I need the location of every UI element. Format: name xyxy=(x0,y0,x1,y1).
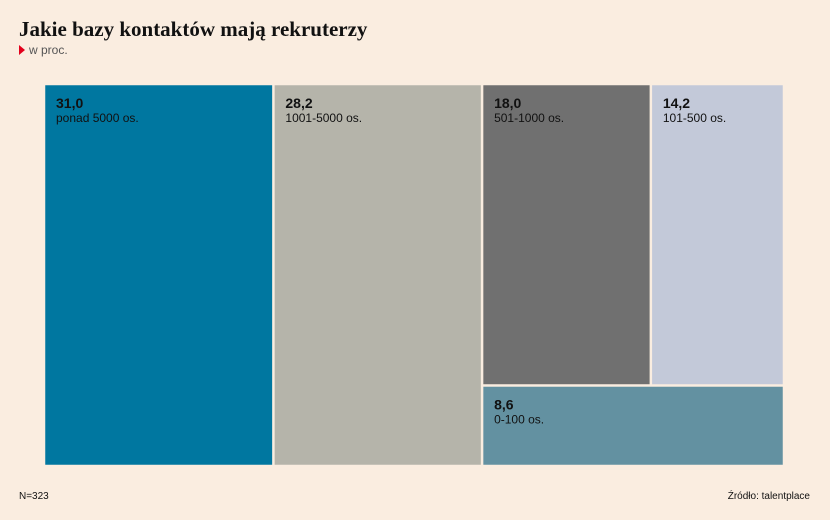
category-label: 501-1000 os. xyxy=(494,111,564,125)
note: N=323 xyxy=(19,491,49,502)
category-label: 1001-5000 os. xyxy=(285,111,362,125)
tile xyxy=(274,85,481,465)
value-label: 31,0 xyxy=(56,95,83,111)
category-label: 0-100 os. xyxy=(494,412,544,426)
chart-subtitle: w proc. xyxy=(28,43,68,57)
value-label: 8,6 xyxy=(494,396,514,412)
category-label: 101-500 os. xyxy=(663,111,726,125)
value-label: 28,2 xyxy=(285,95,312,111)
value-label: 14,2 xyxy=(663,95,690,111)
subtitle-marker xyxy=(19,45,25,55)
tile xyxy=(483,85,650,385)
chart-title: Jakie bazy kontaktów mają rekruterzy xyxy=(19,17,368,41)
value-label: 18,0 xyxy=(494,95,521,111)
source: Źródło: talentplace xyxy=(728,489,811,502)
category-label: ponad 5000 os. xyxy=(56,111,139,125)
tile xyxy=(483,386,783,465)
tile xyxy=(45,85,273,465)
tile xyxy=(652,85,783,385)
